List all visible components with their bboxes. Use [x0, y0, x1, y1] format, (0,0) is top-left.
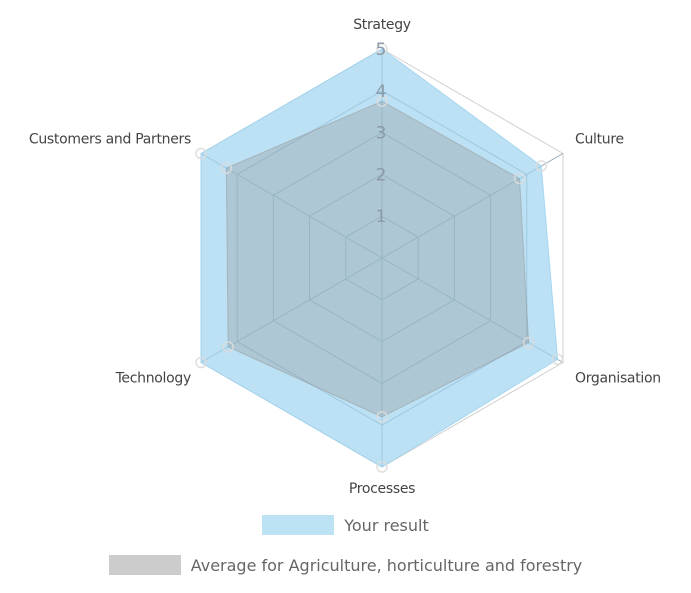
- data-point[interactable]: [535, 160, 548, 172]
- legend-item-average[interactable]: Average for Agriculture, horticulture an…: [0, 555, 691, 575]
- data-point[interactable]: [376, 43, 388, 55]
- tick-label: 5: [376, 40, 387, 60]
- tick-label: 1: [376, 207, 387, 227]
- axis-label: Strategy: [353, 17, 411, 33]
- legend-label: Average for Agriculture, horticulture an…: [190, 555, 583, 575]
- data-point[interactable]: [522, 336, 535, 349]
- data-point[interactable]: [195, 356, 207, 369]
- data-point[interactable]: [222, 341, 234, 353]
- axis-label: Culture: [575, 132, 624, 148]
- data-point[interactable]: [220, 162, 233, 174]
- axis-label: Processes: [349, 481, 415, 497]
- tick-label: 4: [376, 82, 387, 102]
- series-area: [225, 100, 530, 418]
- legend-swatch: [108, 555, 181, 575]
- data-point[interactable]: [376, 411, 388, 423]
- series-area: [200, 48, 559, 468]
- data-point[interactable]: [513, 172, 526, 185]
- tick-label: 3: [376, 124, 387, 144]
- tick-label: 2: [376, 165, 387, 185]
- radar-chart: 1 2 3 4 5 Strategy Culture Organisation Process…: [29, 17, 661, 497]
- legend-item-your-result[interactable]: Your result: [0, 515, 691, 535]
- data-point[interactable]: [551, 353, 564, 366]
- axis-label: Organisation: [575, 371, 661, 387]
- axis-label: Technology: [115, 371, 191, 387]
- legend-label: Your result: [344, 515, 429, 535]
- data-point[interactable]: [376, 461, 388, 473]
- data-point[interactable]: [195, 147, 207, 160]
- data-point[interactable]: [376, 95, 388, 107]
- axis-label: Customers and Partners: [29, 132, 191, 148]
- legend-swatch: [262, 515, 335, 535]
